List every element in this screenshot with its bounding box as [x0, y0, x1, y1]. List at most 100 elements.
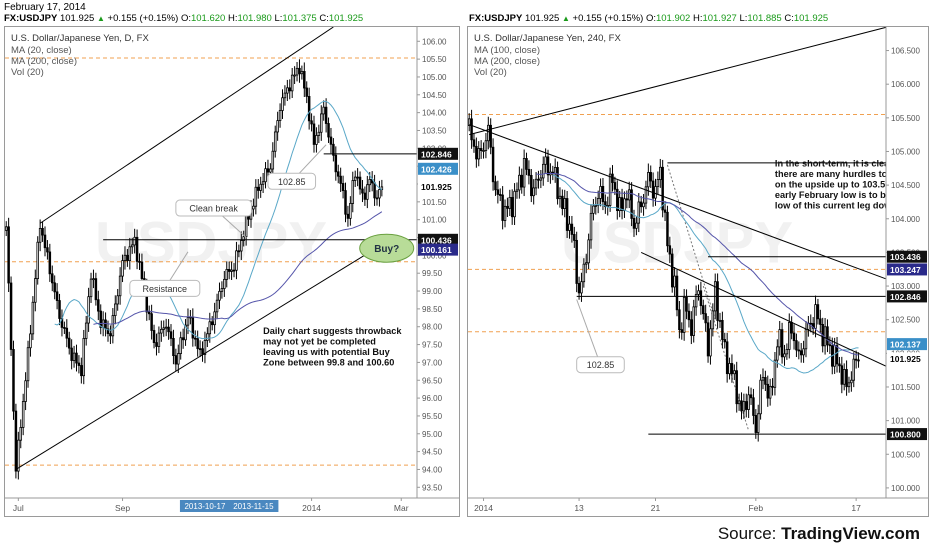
annotation-line: may not yet be completed — [263, 336, 376, 346]
candle-body — [104, 319, 107, 330]
candle-body — [468, 118, 471, 126]
candle-body — [273, 131, 277, 152]
candle-body — [537, 178, 540, 181]
candle-body — [544, 156, 547, 165]
price-tick-label: 104.000 — [891, 215, 920, 224]
candle-body — [606, 205, 609, 208]
candle-body — [147, 311, 151, 315]
price-tick-label: 97.00 — [422, 358, 443, 367]
4h-chart-svg[interactable]: USDJPY 102.85 In the short-term, it is cle… — [468, 27, 928, 516]
price-marker — [418, 233, 458, 246]
candle-body — [721, 319, 724, 340]
candle-body — [668, 245, 672, 255]
candle-body — [496, 189, 500, 195]
price-tick-label: 101.000 — [891, 417, 920, 426]
annotation-line: leaving us with potential Buy — [263, 347, 390, 357]
candle-body — [261, 181, 265, 185]
candle-body — [130, 244, 134, 248]
candle-body — [709, 328, 712, 357]
candle-body — [84, 322, 88, 339]
candle-body — [257, 186, 260, 191]
candle-body — [55, 291, 59, 301]
candle-body — [678, 309, 681, 331]
candle-body — [651, 180, 655, 199]
candle-body — [702, 305, 705, 315]
indicator-label: Vol (20) — [11, 67, 44, 78]
candle-body — [718, 319, 722, 322]
chart-panel-daily[interactable]: USDJPY Buy? 102.85 Clean break Resistance Dai… — [4, 26, 460, 517]
chart-panel-4h[interactable]: USDJPY 102.85 In the short-term, it is cle… — [467, 26, 929, 517]
price-tick-label: 96.50 — [422, 376, 443, 385]
candle-body — [515, 189, 519, 192]
candle-body — [487, 124, 490, 142]
source-credit: Source: TradingView.com — [718, 524, 920, 544]
open-right: 101.902 — [655, 13, 691, 24]
candle-body — [378, 189, 381, 199]
close-right: 101.925 — [793, 13, 829, 24]
symbol-right[interactable]: FX:USDJPY — [469, 13, 523, 24]
symbol-left[interactable]: FX:USDJPY — [4, 13, 58, 24]
price-marker-label: 101.925 — [421, 182, 452, 192]
price-marker — [887, 338, 927, 351]
candle-body — [160, 328, 163, 334]
callout-box — [175, 199, 252, 217]
candle-body — [133, 236, 136, 246]
price-marker-label: 102.137 — [890, 340, 921, 350]
candle-body — [193, 337, 197, 340]
candle-body — [210, 321, 214, 326]
candle-body — [298, 67, 301, 75]
candle-body — [489, 124, 492, 148]
candle-body — [811, 323, 815, 329]
candle-body — [694, 293, 698, 308]
candle-body — [530, 174, 533, 197]
price-tick-label: 105.000 — [891, 147, 920, 156]
candle-body — [725, 341, 729, 375]
low-label-right: L: — [739, 13, 748, 24]
candle-body — [264, 168, 267, 183]
candle-body — [680, 329, 684, 333]
candle-body — [754, 415, 758, 433]
time-tick-label: Feb — [748, 503, 763, 513]
candle-body — [230, 269, 233, 272]
candle-body — [740, 400, 743, 412]
candle-body — [186, 316, 190, 326]
candle-body — [281, 97, 284, 111]
candle-body — [242, 236, 245, 241]
candle-body — [276, 120, 279, 133]
candle-body — [854, 358, 858, 361]
candle-body — [499, 194, 502, 196]
candle-body — [121, 260, 124, 277]
candle-body — [215, 299, 219, 313]
callout-label: 102.85 — [278, 177, 306, 187]
candle-body — [766, 383, 770, 399]
price-tick-label: 105.00 — [422, 73, 447, 82]
annotation-line: on the upside up to 103.50 if — [775, 179, 899, 189]
candle-body — [196, 338, 199, 350]
candle-body — [310, 120, 313, 125]
up-arrow-icon: ▲ — [96, 14, 105, 23]
candle-body — [375, 197, 379, 200]
candle-body — [9, 282, 13, 350]
price-marker — [418, 243, 458, 256]
candle-body — [361, 188, 364, 194]
candle-body — [790, 322, 793, 334]
candle-body — [172, 337, 175, 357]
candle-body — [327, 123, 330, 138]
candle-body — [845, 369, 848, 388]
candle-body — [618, 197, 621, 212]
price-tick-label: 105.50 — [422, 55, 447, 64]
price-tick-label: 99.00 — [422, 287, 443, 296]
moving-average-slow — [93, 211, 383, 325]
price-tick-label: 106.000 — [891, 80, 920, 89]
price-marker — [887, 263, 927, 276]
candle-body — [167, 326, 170, 333]
candle-body — [704, 313, 707, 324]
buy-zone-ellipse — [359, 233, 415, 263]
candle-body — [198, 348, 202, 351]
candle-body — [850, 379, 853, 384]
candle-body — [570, 223, 574, 235]
candle-body — [778, 329, 781, 348]
candle-body — [237, 250, 241, 253]
candle-body — [814, 304, 817, 329]
